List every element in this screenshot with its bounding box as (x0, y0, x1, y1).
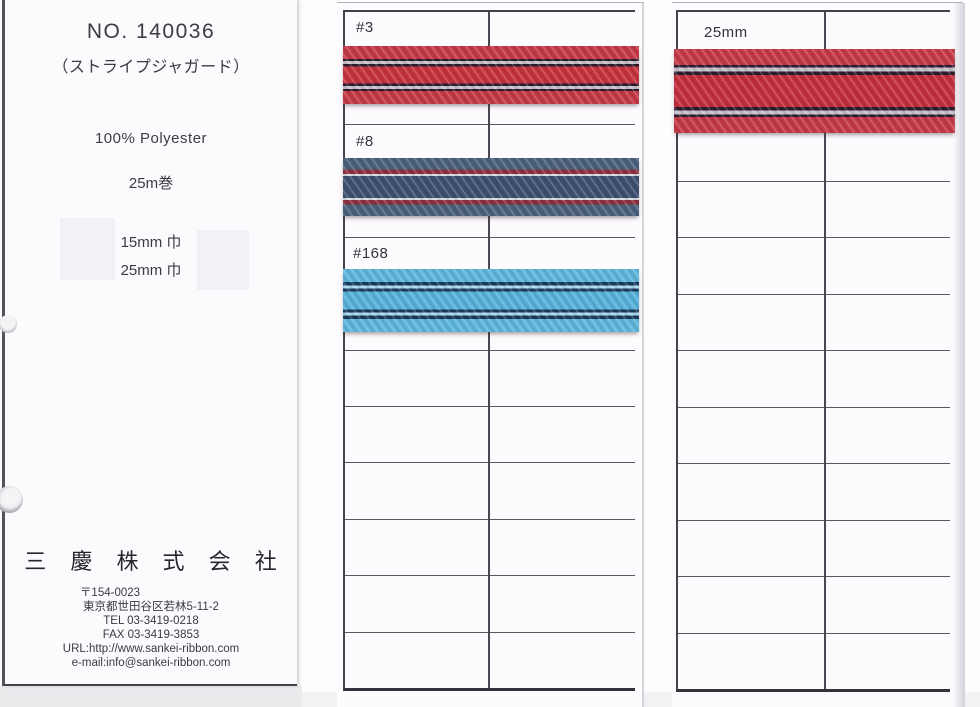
grid-row (678, 351, 950, 408)
grid-row (345, 520, 635, 577)
card-number: NO. 140036 (86, 20, 216, 43)
grid-center-line (824, 12, 826, 689)
ribbon-sample-25mm (674, 49, 955, 133)
grid-row (678, 238, 950, 295)
scan-artifact (197, 230, 249, 290)
width-25mm-text: 25mm 巾 (120, 262, 182, 279)
grid-row (345, 68, 635, 125)
grid-row (345, 181, 635, 238)
grid-row (345, 407, 635, 464)
sample-label-168: #168 (353, 245, 389, 262)
sample-label-3: #3 (356, 19, 374, 36)
card-subtitle: （ストライプジャガード） (52, 59, 250, 76)
grid-row (345, 351, 635, 407)
address-line: 東京都世田谷区若林5-11-2 (83, 601, 219, 613)
grid-row (345, 463, 635, 520)
url-line: URL:http://www.sankei-ribbon.com (62, 643, 240, 655)
hole-punch-bottom (0, 486, 23, 513)
roll-length-text: 25m巻 (128, 175, 174, 192)
grid-row (678, 295, 950, 351)
info-card: NO. 140036 （ストライプジャガード） 100% Polyester 2… (0, 0, 297, 686)
company-name: 三 慶 株 式 会 社 (24, 549, 286, 574)
postal-code: 〒154-0023 (79, 587, 141, 599)
tel-line: TEL 03-3419-0218 (103, 615, 199, 627)
grid-row (345, 633, 635, 688)
email-line: e-mail:info@sankei-ribbon.com (71, 657, 231, 669)
grid-row (678, 521, 950, 577)
sample-sheet-15mm: #3 #8 #168 (337, 2, 644, 707)
grid-rows (345, 12, 635, 688)
width-label-25mm: 25mm (704, 24, 748, 41)
grid-row (345, 576, 635, 633)
width-15mm-text: 15mm 巾 (120, 234, 182, 251)
fax-line: FAX 03-3419-3853 (102, 629, 200, 641)
grid-row (678, 182, 950, 238)
address-block: 〒154-0023 東京都世田谷区若林5-11-2 TEL 03-3419-02… (5, 586, 297, 670)
ribbon-sample-3 (343, 46, 639, 104)
grid-row (678, 634, 950, 690)
grid-row (678, 464, 950, 521)
sample-label-8: #8 (356, 133, 374, 150)
ribbon-sample-8 (343, 158, 639, 216)
scan-artifact (60, 218, 115, 280)
grid-row (345, 294, 635, 351)
hole-punch-top (0, 315, 17, 333)
card-bottom-shadow (0, 686, 302, 707)
material-text: 100% Polyester (94, 130, 208, 147)
grid-row (678, 125, 950, 182)
grid-row (678, 577, 950, 634)
sample-sheet-25mm: 25mm (672, 2, 965, 707)
ribbon-sample-168 (343, 269, 639, 332)
sample-grid-15mm (343, 10, 635, 691)
grid-center-line (488, 12, 490, 688)
grid-row (678, 408, 950, 464)
